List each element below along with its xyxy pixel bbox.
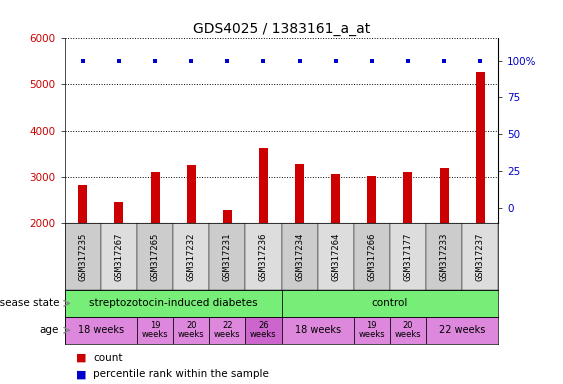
Bar xyxy=(137,317,173,344)
Bar xyxy=(367,176,376,315)
Bar xyxy=(173,317,209,344)
Point xyxy=(367,58,376,64)
Bar xyxy=(426,317,498,344)
Bar xyxy=(404,172,413,315)
Text: GSM317235: GSM317235 xyxy=(78,233,87,281)
Text: 18 weeks: 18 weeks xyxy=(294,325,341,335)
Point xyxy=(476,58,485,64)
Bar xyxy=(282,317,354,344)
Text: GSM317233: GSM317233 xyxy=(440,233,449,281)
Text: 19
weeks: 19 weeks xyxy=(359,321,385,339)
Text: GSM317236: GSM317236 xyxy=(259,233,268,281)
Point xyxy=(78,58,87,64)
Text: age: age xyxy=(40,325,59,335)
Text: GSM317237: GSM317237 xyxy=(476,233,485,281)
Bar xyxy=(101,223,137,290)
Bar xyxy=(65,223,101,290)
Text: control: control xyxy=(372,298,408,308)
Bar xyxy=(390,223,426,290)
Text: GSM317265: GSM317265 xyxy=(150,233,159,281)
Point xyxy=(114,58,123,64)
Bar xyxy=(282,223,318,290)
Text: disease state: disease state xyxy=(0,298,59,308)
Bar xyxy=(245,317,282,344)
Bar xyxy=(476,71,485,315)
Bar xyxy=(462,223,498,290)
Point xyxy=(259,58,268,64)
Bar xyxy=(187,165,196,315)
Bar xyxy=(114,202,123,315)
Bar xyxy=(354,223,390,290)
Text: GSM317231: GSM317231 xyxy=(223,233,232,281)
Bar xyxy=(390,317,426,344)
Text: percentile rank within the sample: percentile rank within the sample xyxy=(93,369,269,379)
Bar xyxy=(259,148,268,315)
Text: ■: ■ xyxy=(76,353,87,363)
Title: GDS4025 / 1383161_a_at: GDS4025 / 1383161_a_at xyxy=(193,22,370,36)
Text: count: count xyxy=(93,353,122,363)
Text: GSM317234: GSM317234 xyxy=(295,233,304,281)
Bar xyxy=(209,223,245,290)
Bar xyxy=(426,223,462,290)
Bar xyxy=(137,223,173,290)
Bar xyxy=(282,290,498,317)
Text: GSM317232: GSM317232 xyxy=(187,233,196,281)
Bar xyxy=(78,185,87,315)
Bar xyxy=(173,223,209,290)
Text: GSM317177: GSM317177 xyxy=(404,233,413,281)
Text: GSM317267: GSM317267 xyxy=(114,233,123,281)
Point xyxy=(440,58,449,64)
Point xyxy=(150,58,159,64)
Point xyxy=(404,58,413,64)
Bar xyxy=(295,164,304,315)
Point xyxy=(331,58,340,64)
Bar xyxy=(223,210,232,315)
Text: 20
weeks: 20 weeks xyxy=(395,321,421,339)
Bar xyxy=(209,317,245,344)
Text: ■: ■ xyxy=(76,369,87,379)
Bar xyxy=(150,172,159,315)
Text: 26
weeks: 26 weeks xyxy=(250,321,277,339)
Text: 22
weeks: 22 weeks xyxy=(214,321,240,339)
Bar xyxy=(318,223,354,290)
Bar xyxy=(65,290,282,317)
Bar xyxy=(354,317,390,344)
Text: 19
weeks: 19 weeks xyxy=(142,321,168,339)
Bar xyxy=(245,223,282,290)
Bar xyxy=(331,174,340,315)
Text: 22 weeks: 22 weeks xyxy=(439,325,485,335)
Bar xyxy=(65,317,137,344)
Bar xyxy=(440,168,449,315)
Point xyxy=(295,58,304,64)
Text: 18 weeks: 18 weeks xyxy=(78,325,124,335)
Point xyxy=(223,58,232,64)
Point xyxy=(187,58,196,64)
Text: GSM317266: GSM317266 xyxy=(367,233,376,281)
Text: GSM317264: GSM317264 xyxy=(331,233,340,281)
Text: 20
weeks: 20 weeks xyxy=(178,321,204,339)
Text: streptozotocin-induced diabetes: streptozotocin-induced diabetes xyxy=(89,298,257,308)
